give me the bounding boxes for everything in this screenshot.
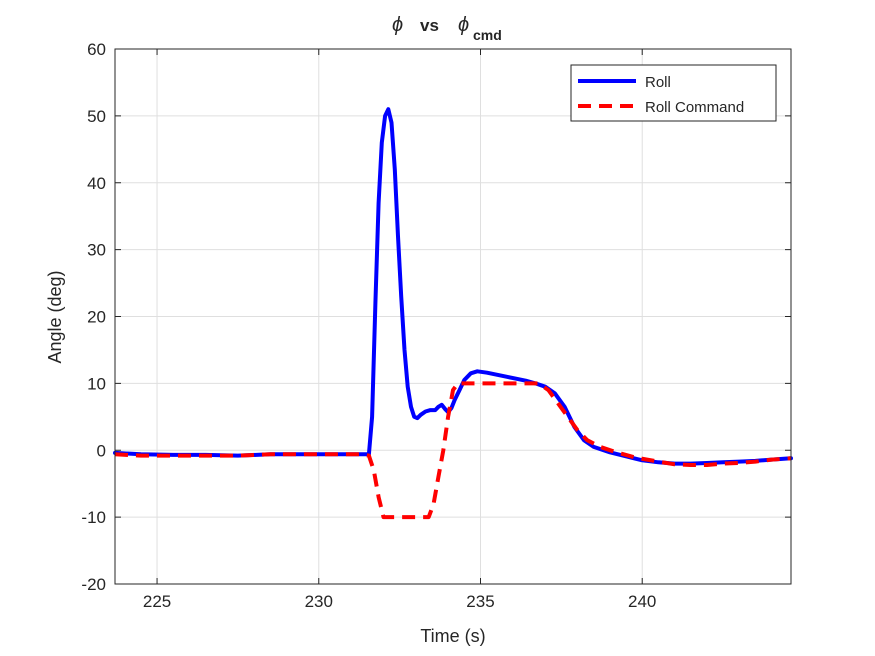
legend: Roll Roll Command <box>570 64 777 122</box>
x-tick-label: 230 <box>305 592 333 611</box>
y-tick-label: 30 <box>87 241 106 260</box>
y-tick-label: -10 <box>81 508 106 527</box>
gridlines <box>115 49 791 584</box>
legend-label-roll: Roll <box>645 74 671 91</box>
series-line-roll-command <box>114 381 792 520</box>
axes-box <box>114 48 792 585</box>
y-tick-label: -20 <box>81 575 106 594</box>
title-phi: ϕ <box>392 14 403 36</box>
x-tick-label: 225 <box>143 592 171 611</box>
y-axis-label: Angle (deg) <box>45 270 65 363</box>
y-tick-label: 20 <box>87 308 106 327</box>
x-tick-label: 235 <box>466 592 494 611</box>
y-tick-label: 0 <box>97 441 106 460</box>
y-tick-label: 40 <box>87 174 106 193</box>
y-tick-label: 50 <box>87 107 106 126</box>
x-axis-label: Time (s) <box>420 626 485 646</box>
y-tick-label: 60 <box>87 40 106 59</box>
axis-ticks: 225 230 235 240 -20 -10 0 10 20 30 40 50 60 <box>81 40 791 611</box>
y-tick-label: 10 <box>87 374 106 393</box>
legend-box <box>570 64 777 122</box>
chart-title: ϕ vs ϕ cmd <box>392 14 502 43</box>
title-vs: vs <box>420 16 439 35</box>
series-line-roll <box>113 107 793 466</box>
title-cmd-subscript: cmd <box>473 27 502 43</box>
data-series <box>113 107 793 520</box>
legend-label-roll-command: Roll Command <box>645 99 744 116</box>
title-phi-cmd: ϕ <box>458 14 469 36</box>
plot-area: 225 230 235 240 -20 -10 0 10 20 30 40 50 60 <box>81 40 793 611</box>
x-tick-label: 240 <box>628 592 656 611</box>
